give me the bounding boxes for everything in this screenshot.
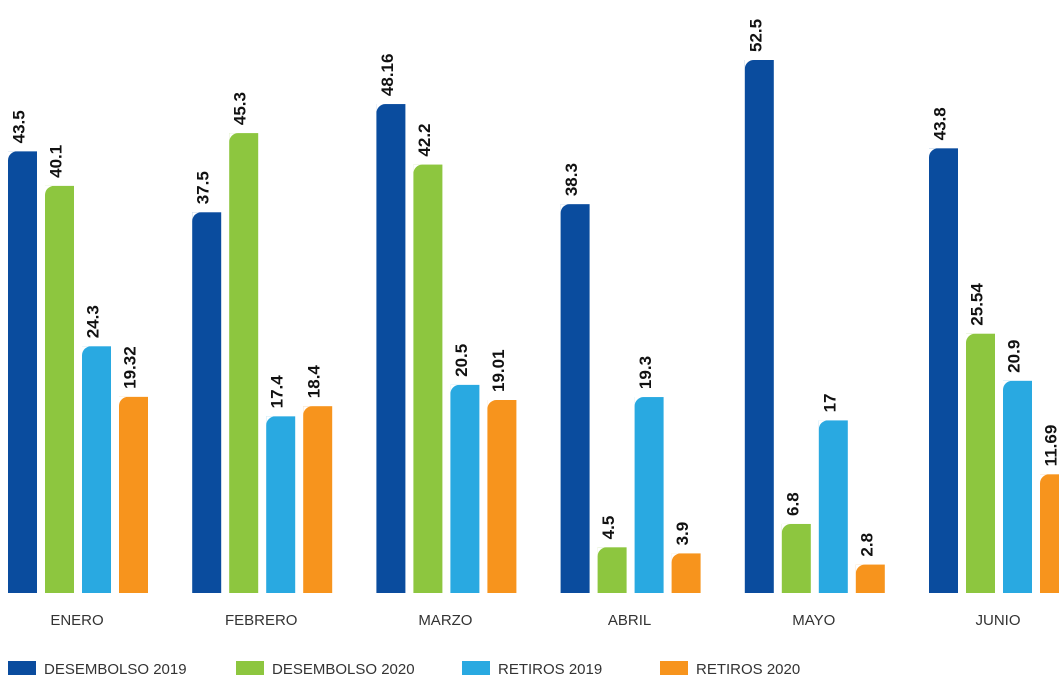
bar	[744, 60, 774, 593]
bar	[450, 384, 480, 593]
value-label: 52.5	[746, 19, 765, 52]
bar	[487, 400, 517, 593]
bar-notch	[82, 346, 91, 356]
bar	[266, 416, 296, 593]
bar-notch	[45, 185, 54, 195]
value-label: 19.01	[489, 349, 508, 392]
bar	[929, 148, 958, 593]
value-label: 3.9	[673, 522, 692, 546]
bar-notch	[487, 400, 497, 410]
bar-notch	[266, 416, 276, 426]
bar	[303, 406, 333, 593]
value-label: 43.5	[9, 110, 28, 143]
bar	[671, 553, 701, 593]
value-label: 40.1	[46, 145, 65, 178]
value-label: 24.3	[83, 305, 102, 338]
bar	[229, 133, 259, 593]
bar-notch	[1040, 474, 1049, 484]
bar	[855, 564, 885, 593]
legend-label: DESEMBOLSO 2019	[44, 661, 187, 678]
bar	[119, 396, 148, 593]
bar-notch	[634, 397, 644, 407]
bar-notch	[229, 133, 239, 143]
value-label: 37.5	[194, 171, 213, 204]
legend-swatch	[660, 661, 688, 675]
value-label: 20.9	[1004, 340, 1023, 373]
x-tick-label: MARZO	[418, 612, 472, 629]
value-label: 20.5	[452, 344, 471, 377]
x-tick-label: ABRIL	[608, 612, 651, 629]
legend-label: RETIROS 2019	[498, 661, 602, 678]
bar-notch	[966, 333, 975, 343]
value-label: 18.4	[305, 365, 324, 399]
bar-notch	[192, 212, 202, 222]
value-label: 48.16	[378, 54, 397, 97]
value-label: 17.4	[268, 375, 287, 409]
value-label: 19.3	[636, 356, 655, 389]
value-label: 2.8	[857, 533, 876, 557]
value-label: 6.8	[783, 492, 802, 516]
legend-swatch	[236, 661, 264, 675]
legend-label: RETIROS 2020	[696, 661, 800, 678]
bar-notch	[597, 547, 607, 557]
value-label: 25.54	[967, 283, 986, 326]
value-label: 38.3	[562, 163, 581, 196]
bar	[45, 185, 74, 593]
bar	[82, 346, 111, 593]
bar	[560, 204, 590, 593]
bar-notch	[855, 564, 865, 574]
value-label: 42.2	[415, 123, 434, 156]
bar-notch	[376, 104, 386, 114]
value-label: 11.69	[1041, 425, 1059, 467]
bar-notch	[8, 151, 17, 161]
x-tick-label: JUNIO	[976, 612, 1021, 629]
bar-notch	[450, 384, 460, 394]
bar-notch	[671, 553, 681, 563]
x-tick-label: MAYO	[792, 612, 835, 629]
bar-notch	[929, 148, 938, 158]
bar	[634, 397, 664, 593]
value-label: 4.5	[599, 516, 618, 540]
value-label: 45.3	[231, 92, 250, 125]
bar-notch	[303, 406, 313, 416]
x-tick-label: FEBRERO	[225, 612, 298, 629]
legend-swatch	[8, 661, 36, 675]
bar	[818, 420, 848, 593]
bar	[413, 164, 443, 593]
bar-notch	[413, 164, 423, 174]
bar-notch	[781, 523, 791, 533]
bar	[192, 212, 222, 594]
bar-notch	[818, 420, 828, 430]
bar	[1003, 380, 1032, 593]
bar-notch	[560, 204, 570, 214]
bar-notch	[119, 396, 128, 406]
bar	[781, 523, 811, 593]
bar	[376, 104, 406, 593]
legend-swatch	[462, 661, 490, 675]
bar	[597, 547, 627, 593]
bar-notch	[744, 60, 754, 69]
x-tick-label: ENERO	[50, 612, 103, 629]
bar	[8, 151, 37, 593]
value-label: 19.32	[120, 346, 139, 389]
legend-label: DESEMBOLSO 2020	[272, 661, 415, 678]
bar-notch	[1003, 380, 1012, 390]
bar	[966, 333, 995, 593]
value-label: 43.8	[930, 107, 949, 140]
value-label: 17	[820, 393, 839, 412]
bar	[1040, 474, 1059, 593]
